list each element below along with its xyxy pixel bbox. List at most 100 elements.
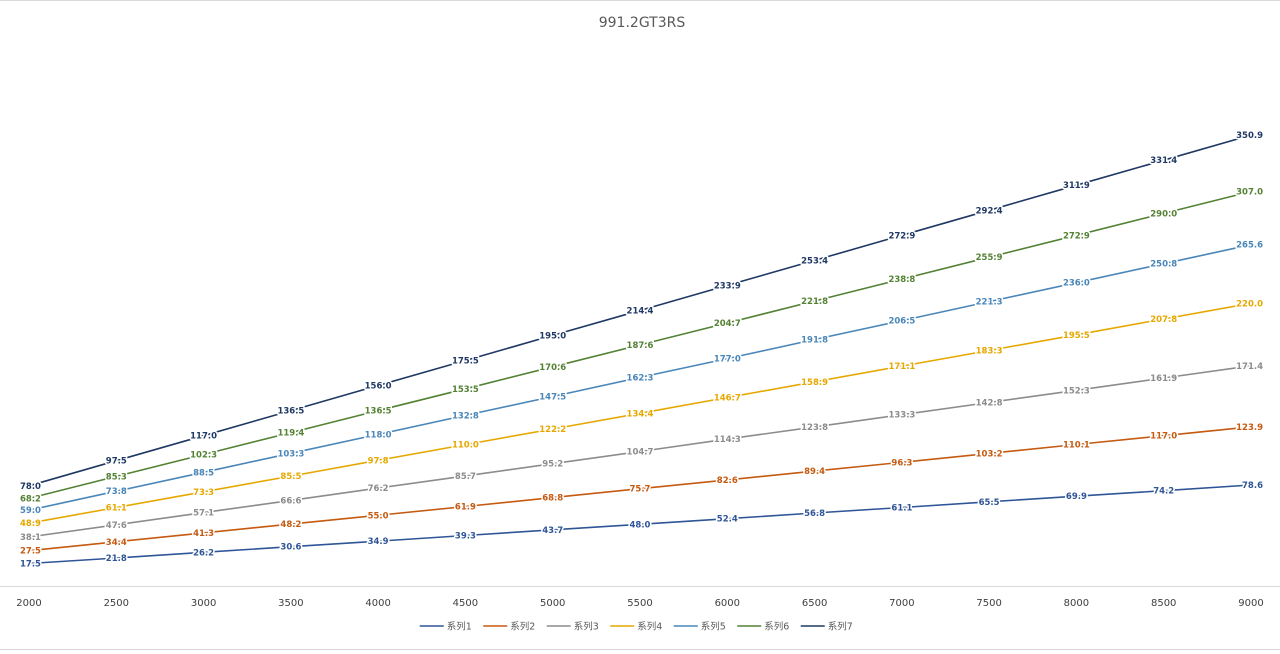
data-label: 175.5 (452, 357, 479, 367)
legend-item: 系列7 (800, 621, 853, 633)
data-label: 191.8 (801, 336, 828, 346)
data-label: 66.6 (280, 496, 301, 506)
data-label: 97.8 (368, 456, 389, 466)
legend-label: 系列2 (510, 621, 535, 633)
series-line-1 (28, 484, 1252, 565)
x-tick-label: 5000 (540, 598, 565, 609)
data-label: 162.3 (627, 373, 654, 383)
data-label: 30.6 (280, 543, 301, 553)
data-label: 156.0 (365, 382, 392, 392)
x-tick-label: 9000 (1238, 598, 1263, 609)
series-line-4 (28, 302, 1252, 524)
legend: 系列1 系列2 系列3 系列4 系列5 系列6 系列7 (419, 621, 853, 633)
data-label: 236.0 (1063, 279, 1090, 289)
chart-title: 991.2GT3RS (599, 15, 686, 31)
x-tick-label: 2500 (104, 598, 129, 609)
data-labels-layer: 17.5 21.8 26.2 30.6 34.9 39.3 43.7 48.0 52.4 56.8… (19, 130, 1265, 571)
series-line-5 (28, 243, 1252, 511)
data-label: 177.0 (714, 355, 741, 365)
data-label: 110.0 (452, 441, 479, 451)
legend-label: 系列3 (574, 621, 599, 633)
data-label: 78.0 (20, 482, 41, 492)
data-label: 61.1 (891, 504, 912, 514)
data-label: 85.5 (280, 472, 301, 482)
legend-item: 系列2 (483, 621, 535, 633)
data-label: 147.5 (539, 393, 566, 403)
x-tick-label: 7000 (889, 598, 914, 609)
data-label: 133.3 (888, 411, 915, 421)
data-label: 136.5 (277, 407, 304, 417)
data-label: 171.1 (888, 362, 915, 372)
legend-label: 系列1 (447, 621, 472, 633)
data-label: 123.9 (1236, 423, 1263, 433)
data-label: 47.6 (106, 521, 127, 531)
data-label: 272.9 (888, 231, 915, 241)
data-label: 292.4 (976, 206, 1003, 216)
data-label: 103.3 (277, 449, 304, 459)
data-label: 238.8 (888, 275, 915, 285)
data-label: 55.0 (368, 511, 389, 521)
data-label: 134.4 (627, 409, 654, 419)
x-tick-label: 2000 (16, 598, 41, 609)
data-label: 61.9 (455, 503, 476, 513)
x-tick-label: 8000 (1064, 598, 1089, 609)
data-label: 82.6 (717, 476, 738, 486)
data-label: 206.5 (888, 317, 915, 327)
series-line-6 (28, 190, 1252, 500)
data-label: 73.3 (193, 488, 214, 498)
x-tick-label: 5500 (627, 598, 652, 609)
data-label: 39.3 (455, 532, 476, 542)
data-label: 85.3 (106, 472, 127, 482)
x-tick-label: 8500 (1151, 598, 1176, 609)
data-label: 85.7 (455, 472, 476, 482)
x-tick-label: 4500 (453, 598, 478, 609)
data-label: 43.7 (542, 526, 563, 536)
data-label: 17.5 (20, 560, 41, 570)
data-label: 41.3 (193, 529, 214, 539)
series-line-7 (28, 134, 1252, 487)
data-label: 48.9 (20, 519, 41, 529)
data-label: 61.1 (106, 504, 127, 514)
data-label: 161.9 (1150, 374, 1177, 384)
data-label: 195.5 (1063, 331, 1090, 341)
data-label: 48.0 (630, 520, 651, 530)
data-label: 69.9 (1066, 492, 1087, 502)
data-label: 56.8 (804, 509, 825, 519)
data-label: 78.6 (1242, 481, 1263, 491)
data-label: 52.4 (717, 515, 738, 525)
data-label: 250.8 (1150, 260, 1177, 270)
data-label: 233.9 (714, 281, 741, 291)
data-label: 102.3 (190, 451, 217, 461)
legend-label: 系列5 (701, 621, 726, 633)
data-label: 21.8 (106, 554, 127, 564)
data-label: 153.5 (452, 385, 479, 395)
data-label: 253.4 (801, 256, 828, 266)
data-label: 68.2 (20, 494, 41, 504)
data-label: 26.2 (193, 548, 214, 558)
data-label: 74.2 (1153, 487, 1174, 497)
data-label: 214.4 (627, 307, 654, 317)
data-label: 96.3 (891, 458, 912, 468)
data-label: 88.5 (193, 468, 214, 478)
data-label: 110.1 (1063, 441, 1090, 451)
data-label: 73.8 (106, 487, 127, 497)
data-label: 350.9 (1236, 131, 1263, 141)
data-label: 142.8 (976, 399, 1003, 409)
data-label: 272.9 (1063, 231, 1090, 241)
data-label: 118.0 (365, 430, 392, 440)
data-label: 195.0 (539, 331, 566, 341)
data-label: 290.0 (1150, 209, 1177, 219)
series-line-3 (28, 365, 1252, 538)
data-label: 57.1 (193, 509, 214, 519)
x-tick-label: 7500 (976, 598, 1001, 609)
data-label: 183.3 (976, 347, 1003, 357)
legend-item: 系列5 (673, 621, 726, 633)
data-label: 255.9 (976, 253, 1003, 263)
data-label: 221.3 (976, 298, 1003, 308)
data-label: 170.6 (539, 363, 566, 373)
data-label: 59.0 (20, 506, 41, 516)
series-line-2 (28, 426, 1252, 552)
data-label: 132.8 (452, 411, 479, 421)
